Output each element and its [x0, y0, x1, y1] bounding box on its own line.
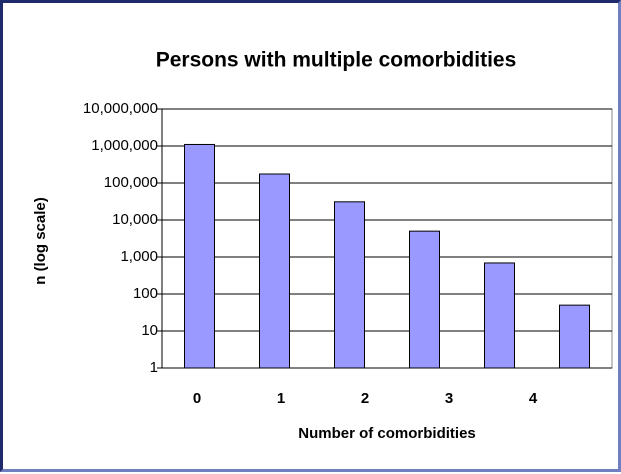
y-tick-label: 1	[150, 359, 158, 376]
bar	[484, 262, 515, 369]
x-tick-label: 3	[445, 390, 453, 407]
bar	[184, 143, 215, 369]
x-tick-label: 0	[193, 390, 201, 407]
chart-title: Persons with multiple comorbidities	[156, 49, 517, 72]
y-tick-label: 10,000	[112, 211, 158, 228]
x-axis-title: Number of comorbidities	[298, 425, 476, 442]
y-tick-label: 100,000	[104, 174, 158, 191]
y-tick-label: 1,000	[120, 248, 158, 265]
bar	[409, 230, 440, 369]
y-tick-label: 1,000,000	[91, 137, 158, 154]
y-tick-label: 10,000,000	[83, 100, 158, 117]
plot-area	[161, 108, 613, 369]
bar	[259, 173, 290, 369]
y-tick-label: 100	[133, 285, 158, 302]
bar	[334, 201, 365, 369]
x-tick-label: 2	[361, 390, 369, 407]
y-axis-title: n (log scale)	[32, 197, 49, 285]
x-tick-label: 1	[277, 390, 285, 407]
y-tick-label: 10	[141, 322, 158, 339]
bar	[559, 304, 590, 369]
x-tick-label: 4	[529, 390, 538, 407]
chart: Persons with multiple comorbidities Numb…	[32, 49, 613, 442]
